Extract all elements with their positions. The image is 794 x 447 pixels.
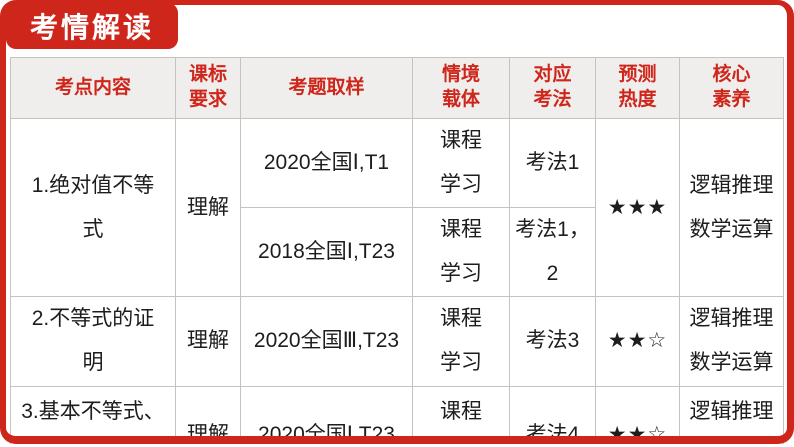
context-cell: 课程 学习: [412, 385, 510, 447]
literacy-cell: 逻辑推理 数学运算: [679, 385, 784, 447]
header-method: 对应 考法: [509, 57, 596, 119]
sample-cell: 2020全国Ⅰ,T23: [240, 385, 413, 447]
heat-stars: ★★☆: [595, 296, 680, 387]
header-requirement: 课标 要求: [175, 57, 241, 119]
table-row: 3.基本不等式、 柯西不等式 理解 2020全国Ⅰ,T23 课程 学习 考法4 …: [10, 385, 784, 447]
requirement-cell: 理解: [175, 117, 241, 298]
header-heat: 预测 热度: [595, 57, 680, 119]
title-banner: 考情解读: [6, 3, 178, 49]
heat-stars: ★★☆: [595, 385, 680, 447]
method-cell: 考法1: [509, 117, 596, 209]
sample-cell: 2020全国Ⅲ,T23: [240, 296, 413, 387]
context-cell: 课程 学习: [412, 296, 510, 387]
requirement-cell: 理解: [175, 385, 241, 447]
topic-cell: 1.绝对值不等 式: [10, 117, 176, 298]
topic-cell: 2.不等式的证 明: [10, 296, 176, 387]
table-row: 2.不等式的证 明 理解 2020全国Ⅲ,T23 课程 学习 考法3 ★★☆ 逻…: [10, 296, 784, 387]
page-title: 考情解读: [29, 12, 154, 43]
literacy-cell: 逻辑推理 数学运算: [679, 117, 784, 298]
context-cell: 课程 学习: [412, 207, 510, 298]
method-cell: 考法4: [509, 385, 596, 447]
header-sample: 考题取样: [240, 57, 413, 119]
table-header-row: 考点内容 课标 要求 考题取样 情境 载体 对应 考法 预测 热度 核心 素养: [10, 57, 784, 119]
table-row: 2018全国Ⅰ,T23 课程 学习 考法1， 2: [11, 207, 784, 298]
bottom-margin: [0, 444, 794, 447]
heat-stars: ★★★: [595, 117, 680, 298]
method-cell: 考法1， 2: [509, 207, 596, 298]
requirement-cell: 理解: [175, 296, 241, 387]
method-cell: 考法3: [509, 296, 596, 387]
header-context: 情境 载体: [412, 57, 510, 119]
table-row: 1.绝对值不等 式 理解 2020全国Ⅰ,T1 课程 学习 考法1 ★★★ 逻辑…: [10, 117, 784, 298]
literacy-cell: 逻辑推理 数学运算: [679, 296, 784, 387]
sample-cell: 2018全国Ⅰ,T23: [240, 207, 413, 298]
topic-cell: 3.基本不等式、 柯西不等式: [10, 385, 176, 447]
header-topic: 考点内容: [10, 57, 176, 119]
context-cell: 课程 学习: [412, 117, 510, 209]
exam-analysis-table: 考点内容 课标 要求 考题取样 情境 载体 对应 考法 预测 热度 核心 素养 …: [10, 57, 784, 447]
header-literacy: 核心 素养: [679, 57, 784, 119]
sample-cell: 2020全国Ⅰ,T1: [240, 117, 413, 209]
